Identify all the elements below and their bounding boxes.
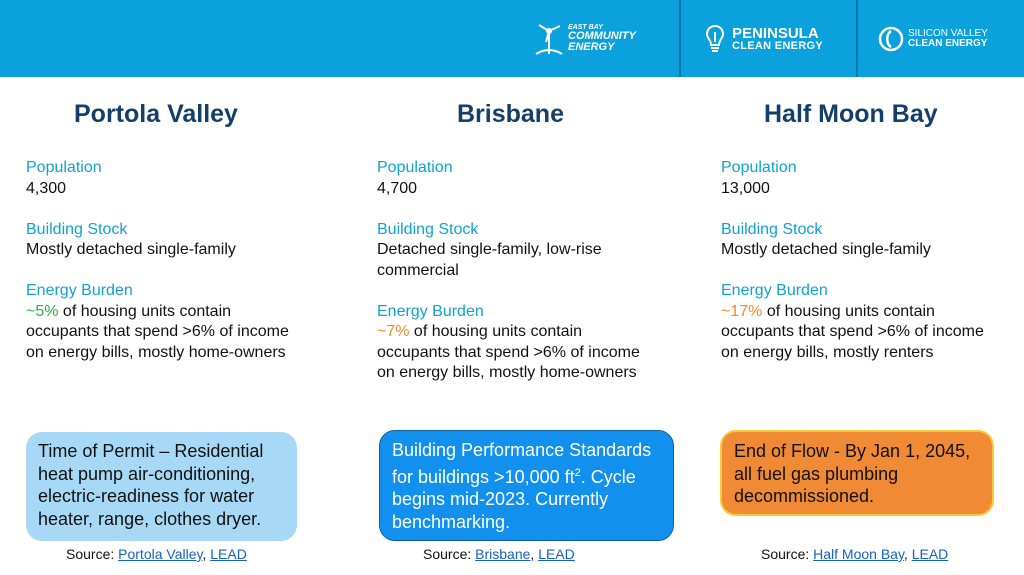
energy-burden-text: occupants that spend >6% of income xyxy=(377,343,640,361)
policy-callout: Time of Permit – Residential heat pump a… xyxy=(26,432,297,541)
energy-burden-text: of housing units contain xyxy=(762,302,935,320)
callout-text: . Cycle begins mid-2023. Currently bench… xyxy=(392,466,636,532)
building-stock-value: Mostly detached single-family xyxy=(721,241,931,258)
energy-burden-text: of housing units contain xyxy=(409,323,583,340)
pce-logo-line1: PENINSULA xyxy=(732,24,819,42)
source-label: Source: xyxy=(66,546,119,562)
energy-burden-label: Energy Burden xyxy=(721,282,828,299)
ebce-logo: EAST BAY COMMUNITY ENERGY xyxy=(534,0,636,77)
energy-burden-text: on energy bills, mostly home-owners xyxy=(377,364,637,381)
header-divider xyxy=(679,0,681,77)
energy-burden-label: Energy Burden xyxy=(26,282,133,299)
energy-burden-percent: ~5% xyxy=(26,302,59,320)
ebce-logo-line2: COMMUNITY xyxy=(568,30,636,42)
header-bar: EAST BAY COMMUNITY ENERGY PENINSULA CLEA… xyxy=(0,0,1024,77)
column-title: Half Moon Bay xyxy=(764,100,938,128)
energy-burden-label: Energy Burden xyxy=(377,302,484,320)
energy-burden-text: on energy bills, mostly renters xyxy=(721,343,934,361)
svce-logo-line1: SILICON VALLEY xyxy=(908,27,988,39)
population-label: Population xyxy=(377,159,453,176)
callout-superscript: 2 xyxy=(574,466,581,479)
energy-burden-text: of housing units contain xyxy=(58,302,232,320)
building-stock-value: Detached single-family, low-rise xyxy=(377,241,602,258)
building-stock-value: Mostly detached single-family xyxy=(26,241,236,258)
svce-logo-line2: CLEAN ENERGY xyxy=(908,37,988,49)
energy-burden-text: on energy bills, mostly home-owners xyxy=(26,343,286,361)
source-link-lead[interactable]: LEAD xyxy=(210,546,247,562)
swirl-logo-icon xyxy=(878,26,904,51)
energy-burden-percent: ~17% xyxy=(721,302,763,320)
building-stock-value: commercial xyxy=(377,261,459,279)
policy-callout: Building Performance Standards for build… xyxy=(379,430,674,541)
population-label: Population xyxy=(721,159,797,176)
source-separator: , xyxy=(903,546,912,562)
callout-text: Building Performance Standards for build… xyxy=(392,440,652,487)
source-separator: , xyxy=(202,546,211,562)
source-link-brisbane[interactable]: Brisbane xyxy=(475,546,531,562)
population-label: Population xyxy=(26,159,102,176)
population-value: 4,300 xyxy=(26,179,67,197)
source-link-lead[interactable]: LEAD xyxy=(538,546,575,562)
lightbulb-icon xyxy=(706,24,724,52)
column-title: Brisbane xyxy=(457,100,564,128)
column-title: Portola Valley xyxy=(74,100,238,128)
source-link-half-moon-bay[interactable]: Half Moon Bay xyxy=(813,546,904,562)
source-link-portola-valley[interactable]: Portola Valley xyxy=(118,546,203,562)
source-link-lead[interactable]: LEAD xyxy=(911,546,949,562)
svce-logo: SILICON VALLEY CLEAN ENERGY xyxy=(878,0,988,77)
pce-logo: PENINSULA CLEAN ENERGY xyxy=(706,0,823,77)
building-stock-label: Building Stock xyxy=(721,220,823,238)
source-line: Source: Half Moon Bay, LEAD xyxy=(761,546,948,562)
wind-turbine-icon xyxy=(535,23,563,55)
building-stock-label: Building Stock xyxy=(377,220,479,238)
source-separator: , xyxy=(530,546,539,562)
policy-callout: End of Flow - By Jan 1, 2045, all fuel g… xyxy=(720,430,994,516)
energy-burden-text: occupants that spend >6% of income xyxy=(721,323,984,340)
energy-burden-percent: ~7% xyxy=(377,323,410,340)
energy-burden-text: occupants that spend >6% of income xyxy=(26,323,289,340)
ebce-logo-line3: ENERGY xyxy=(568,41,615,53)
source-line: Source: Portola Valley, LEAD xyxy=(66,546,247,562)
population-value: 13,000 xyxy=(721,179,770,197)
source-line: Source: Brisbane, LEAD xyxy=(423,546,575,562)
source-label: Source: xyxy=(761,546,814,562)
ebce-logo-line1: EAST BAY xyxy=(568,24,603,31)
building-stock-label: Building Stock xyxy=(26,220,128,238)
source-label: Source: xyxy=(423,546,476,562)
header-divider xyxy=(856,0,858,77)
pce-logo-line2: CLEAN ENERGY xyxy=(732,39,823,52)
population-value: 4,700 xyxy=(377,179,418,197)
